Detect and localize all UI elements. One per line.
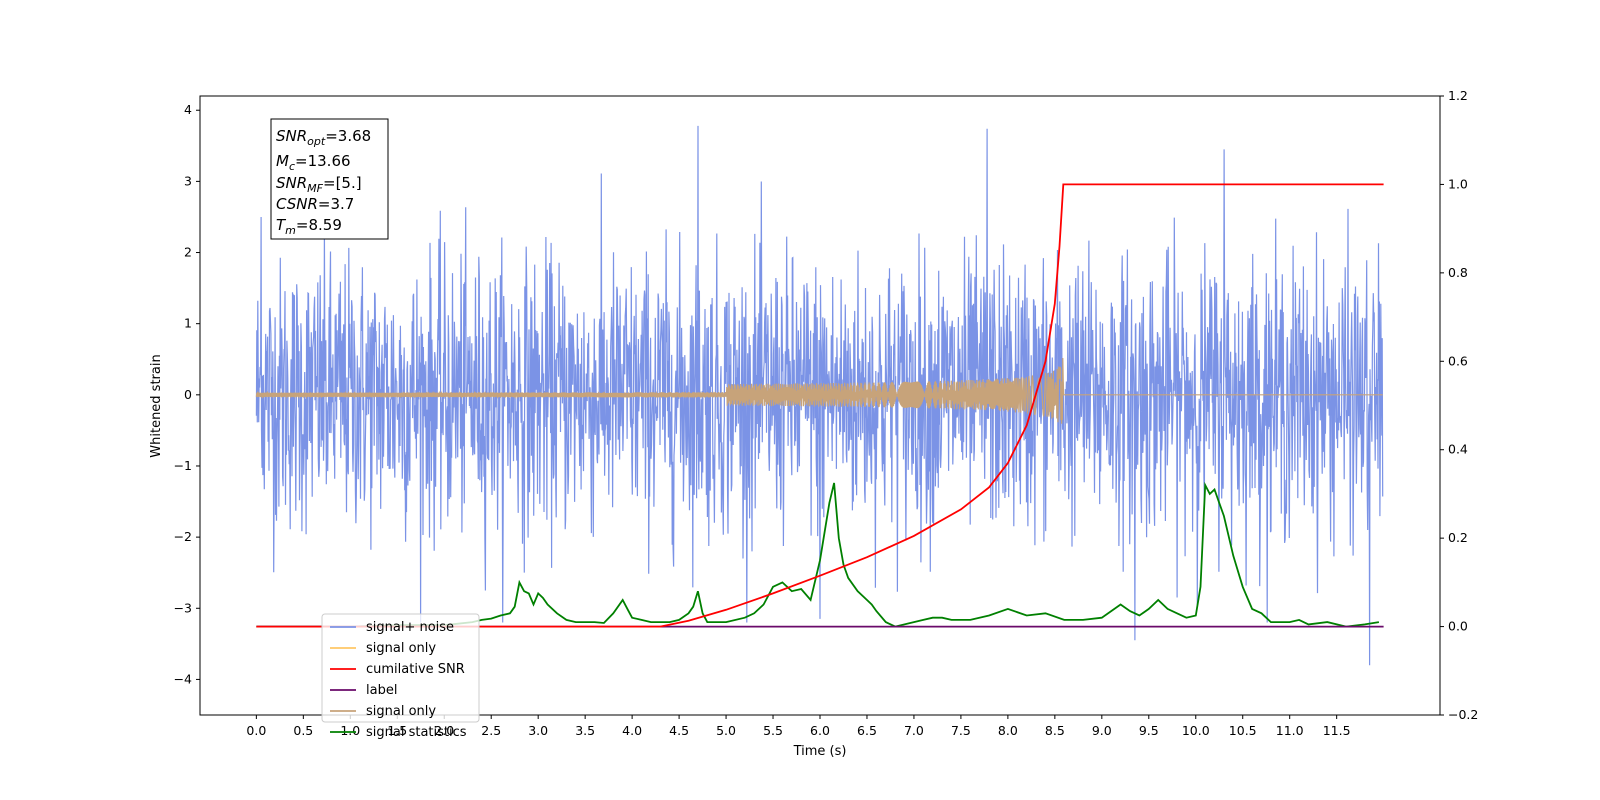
x-tick-label: 6.0 (810, 723, 830, 738)
snr-opt-annotation: SNRopt=3.68 (276, 127, 371, 148)
y-tick-label: 3 (184, 173, 192, 188)
x-tick-label: 7.0 (904, 723, 924, 738)
x-tick-label: 4.5 (669, 723, 689, 738)
x-tick-label: 7.5 (951, 723, 971, 738)
x-tick-label: 11.5 (1323, 723, 1351, 738)
y-tick-label: −2 (174, 529, 192, 544)
x-tick-label: 5.5 (763, 723, 783, 738)
mc-annotation: Mc=13.66 (276, 152, 351, 173)
signal-statistics-line (256, 481, 1380, 628)
x-tick-label: 8.5 (1045, 723, 1065, 738)
y-tick-label: −4 (174, 671, 192, 686)
y-tick-label: 2 (184, 245, 192, 260)
x-tick-label: 2.0 (434, 723, 454, 738)
y-tick-label: 1 (184, 316, 192, 331)
x-axis-label: Time (s) (793, 744, 847, 759)
legend-label: signal statistics (366, 725, 467, 740)
x-tick-label: 0.0 (246, 723, 266, 738)
x-tick-label: 3.5 (575, 723, 595, 738)
x-tick-label: 6.5 (857, 723, 877, 738)
signal-noise-line (255, 125, 1384, 666)
legend-label: signal only (366, 704, 436, 719)
right-y-tick-label: 0.8 (1448, 265, 1468, 280)
plot-area (255, 125, 1384, 666)
x-tick-label: 2.5 (481, 723, 501, 738)
y-tick-label: −3 (174, 600, 192, 615)
y-tick-label: 4 (184, 102, 192, 117)
y-axis-label: Whitened strain (149, 354, 164, 457)
legend-frame (321, 613, 480, 723)
tm-annotation: Tm=8.59 (276, 216, 342, 237)
right-y-axis: 1.2 1.0 0.8 0.6 0.4 0.2 0.0 −0.2 (1440, 88, 1478, 722)
y-tick-label: −1 (174, 458, 192, 473)
x-tick-label: 4.0 (622, 723, 642, 738)
left-y-axis: 4 3 2 1 0 −1 −2 −3 −4 (174, 102, 200, 686)
x-tick-label: 9.0 (1092, 723, 1112, 738)
x-tick-label: 8.0 (998, 723, 1018, 738)
x-tick-label: 3.0 (528, 723, 548, 738)
y-tick-label: 0 (184, 387, 192, 402)
csnr-annotation: CSNR=3.7 (276, 195, 354, 213)
x-tick-label: 11.0 (1276, 723, 1304, 738)
right-y-tick-label: −0.2 (1448, 707, 1478, 722)
legend-label: signal+ noise (366, 620, 454, 635)
cumulative-snr-line (256, 183, 1384, 628)
right-y-tick-label: 0.4 (1448, 442, 1468, 457)
legend: signal+ noise signal only cumilative SNR la… (321, 613, 480, 740)
x-tick-label: 1.5 (387, 723, 407, 738)
snr-mf-annotation: SNRMF=[5.] (276, 174, 362, 195)
right-y-tick-label: 0.2 (1448, 530, 1468, 545)
x-axis: 0.0 0.5 1.0 1.5 2.0 2.5 3.0 3.5 4.0 4.5 5.0 5.5 6.0 6… (246, 715, 1351, 738)
legend-label: signal only (366, 641, 436, 656)
right-y-tick-label: 1.0 (1448, 176, 1468, 191)
right-y-tick-label: 0.6 (1448, 353, 1468, 368)
right-y-tick-label: 1.2 (1448, 88, 1468, 103)
legend-label: label (366, 683, 397, 698)
x-tick-label: 10.5 (1229, 723, 1257, 738)
x-tick-label: 5.0 (716, 723, 736, 738)
x-tick-label: 0.5 (293, 723, 313, 738)
right-y-tick-label: 0.0 (1448, 619, 1468, 634)
x-tick-label: 10.0 (1182, 723, 1210, 738)
x-tick-label: 9.5 (1139, 723, 1159, 738)
signal-only-line (255, 357, 1383, 424)
x-tick-label: 1.0 (340, 723, 360, 738)
stats-annotation-box: SNRopt=3.68 Mc=13.66 SNRMF=[5.] CSNR=3.7… (270, 118, 389, 240)
legend-label: cumilative SNR (366, 662, 465, 677)
